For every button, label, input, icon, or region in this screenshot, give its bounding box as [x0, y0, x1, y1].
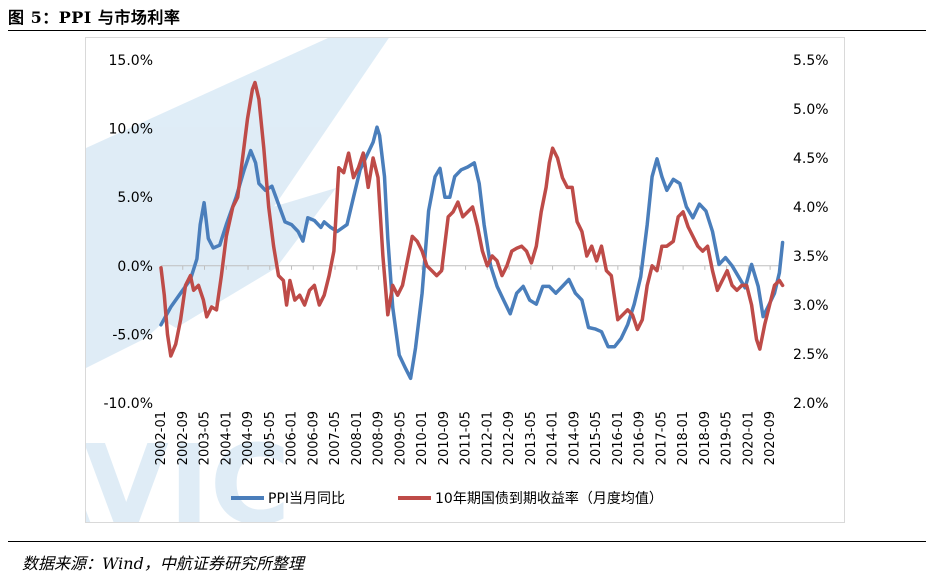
- x-tick-label: 2003-05: [198, 411, 213, 465]
- x-tick-label: 2008-01: [350, 411, 365, 465]
- x-tick-label: 2007-05: [328, 411, 343, 465]
- y-left-tick-label: -5.0%: [112, 327, 153, 343]
- x-tick-label: 2010-01: [415, 411, 430, 465]
- chart-legend: PPI当月同比 10年期国债到期收益率（月度均值）: [231, 490, 663, 507]
- y-left-tick-label: 15.0%: [109, 53, 153, 69]
- chart-frame: AVIC -10.0% -5.0% 0.0% 5.0% 10.0% 15.0% 2.0% 2.…: [85, 37, 845, 523]
- series-layer: [159, 80, 785, 381]
- x-tick-label: 2020-01: [741, 411, 756, 465]
- y-left-tick-label: 10.0%: [109, 122, 153, 138]
- ppi-vs-bond-yield-chart: AVIC -10.0% -5.0% 0.0% 5.0% 10.0% 15.0% 2.0% 2.…: [86, 38, 829, 522]
- x-tick-label: 2002-09: [176, 411, 191, 465]
- watermark-plane-shape: [126, 188, 336, 328]
- x-tick-label: 2004-09: [241, 411, 256, 465]
- x-tick-label: 2005-05: [263, 411, 278, 465]
- y-left-tick-label: 5.0%: [117, 190, 153, 206]
- x-tick-label: 2018-09: [698, 411, 713, 465]
- bottom-rule: [8, 541, 926, 542]
- x-tick-label: 2006-01: [285, 411, 300, 465]
- y-right-tick-label: 5.0%: [793, 102, 829, 118]
- x-tick-label: 2019-05: [720, 411, 735, 465]
- figure-title: 图 5：PPI 与市场利率: [8, 8, 181, 27]
- x-tick-label: 2009-05: [393, 411, 408, 465]
- x-tick-label: 2013-05: [524, 411, 539, 465]
- x-tick-label: 2016-09: [633, 411, 648, 465]
- y-right-tick-label: 4.5%: [793, 151, 829, 167]
- y-left-tick-label: 0.0%: [117, 259, 153, 275]
- x-tick-label: 2015-05: [589, 411, 604, 465]
- y-right-tick-label: 5.5%: [793, 53, 829, 69]
- y-right-tick-label: 3.5%: [793, 249, 829, 265]
- x-tick-label: 2006-09: [306, 411, 321, 465]
- top-rule: [8, 30, 926, 31]
- x-tick-label: 2014-01: [546, 411, 561, 465]
- x-tick-label: 2011-05: [459, 411, 474, 465]
- x-tick-label: 2014-09: [567, 411, 582, 465]
- x-tick-label: 2016-01: [611, 411, 626, 465]
- x-tick-label: 2018-01: [676, 411, 691, 465]
- y-left-tick-label: -10.0%: [103, 396, 153, 412]
- y-right-tick-label: 4.0%: [793, 200, 829, 216]
- chart-axes: -10.0% -5.0% 0.0% 5.0% 10.0% 15.0% 2.0% 2.5% 3.0…: [103, 53, 828, 465]
- legend-label-ppi: PPI当月同比: [268, 491, 345, 507]
- y-right-tick-label: 2.5%: [793, 347, 829, 363]
- legend-label-bond: 10年期国债到期收益率（月度均值）: [435, 490, 663, 507]
- y-right-tick-label: 3.0%: [793, 298, 829, 314]
- x-tick-label: 2008-09: [372, 411, 387, 465]
- x-tick-label: 2010-09: [437, 411, 452, 465]
- y-right-tick-label: 2.0%: [793, 396, 829, 412]
- watermark-text: AVIC: [86, 421, 290, 522]
- x-tick-label: 2012-01: [480, 411, 495, 465]
- series-line-ppi: [159, 125, 785, 381]
- series-line-bond-yield: [159, 80, 785, 358]
- data-source-note: 数据来源：Wind，中航证券研究所整理: [22, 554, 304, 573]
- x-tick-label: 2017-05: [654, 411, 669, 465]
- x-tick-label: 2002-01: [154, 411, 169, 465]
- x-tick-label: 2020-09: [763, 411, 778, 465]
- x-tick-label: 2004-01: [219, 411, 234, 465]
- x-tick-label: 2012-09: [502, 411, 517, 465]
